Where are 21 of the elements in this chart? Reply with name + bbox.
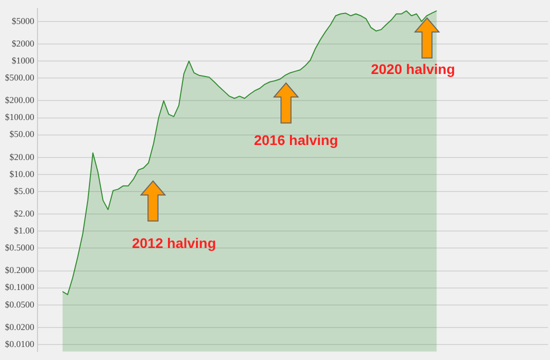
- y-tick-label: $2.00: [14, 208, 35, 218]
- y-tick-label: $1.00: [14, 226, 35, 236]
- y-tick-label: $100.00: [5, 112, 35, 122]
- y-tick-label: $5.00: [14, 186, 35, 196]
- y-tick-label: $0.2000: [5, 265, 35, 276]
- annotation: 2020 halving: [370, 61, 456, 77]
- annotation: 2012 halving: [132, 235, 216, 251]
- y-tick-label: $0.0200: [5, 322, 35, 332]
- y-tick-label: $500.00: [5, 72, 35, 83]
- y-tick-label: $20.00: [10, 152, 35, 162]
- y-tick-label: $0.5000: [5, 242, 35, 253]
- y-tick-label: $0.0500: [5, 299, 35, 310]
- y-tick-label: $10.00: [10, 168, 35, 179]
- y-tick-label: $5000: [12, 16, 35, 26]
- y-tick-label: $2000: [12, 38, 35, 48]
- y-tick-label: $200.00: [5, 95, 35, 106]
- annotation: 2016 halving: [254, 132, 338, 148]
- y-tick-label: $1000: [12, 55, 35, 66]
- y-tick-label: $0.1000: [5, 282, 35, 292]
- y-tick-label: $0.0100: [5, 338, 35, 349]
- y-tick-label: $50.00: [10, 129, 35, 140]
